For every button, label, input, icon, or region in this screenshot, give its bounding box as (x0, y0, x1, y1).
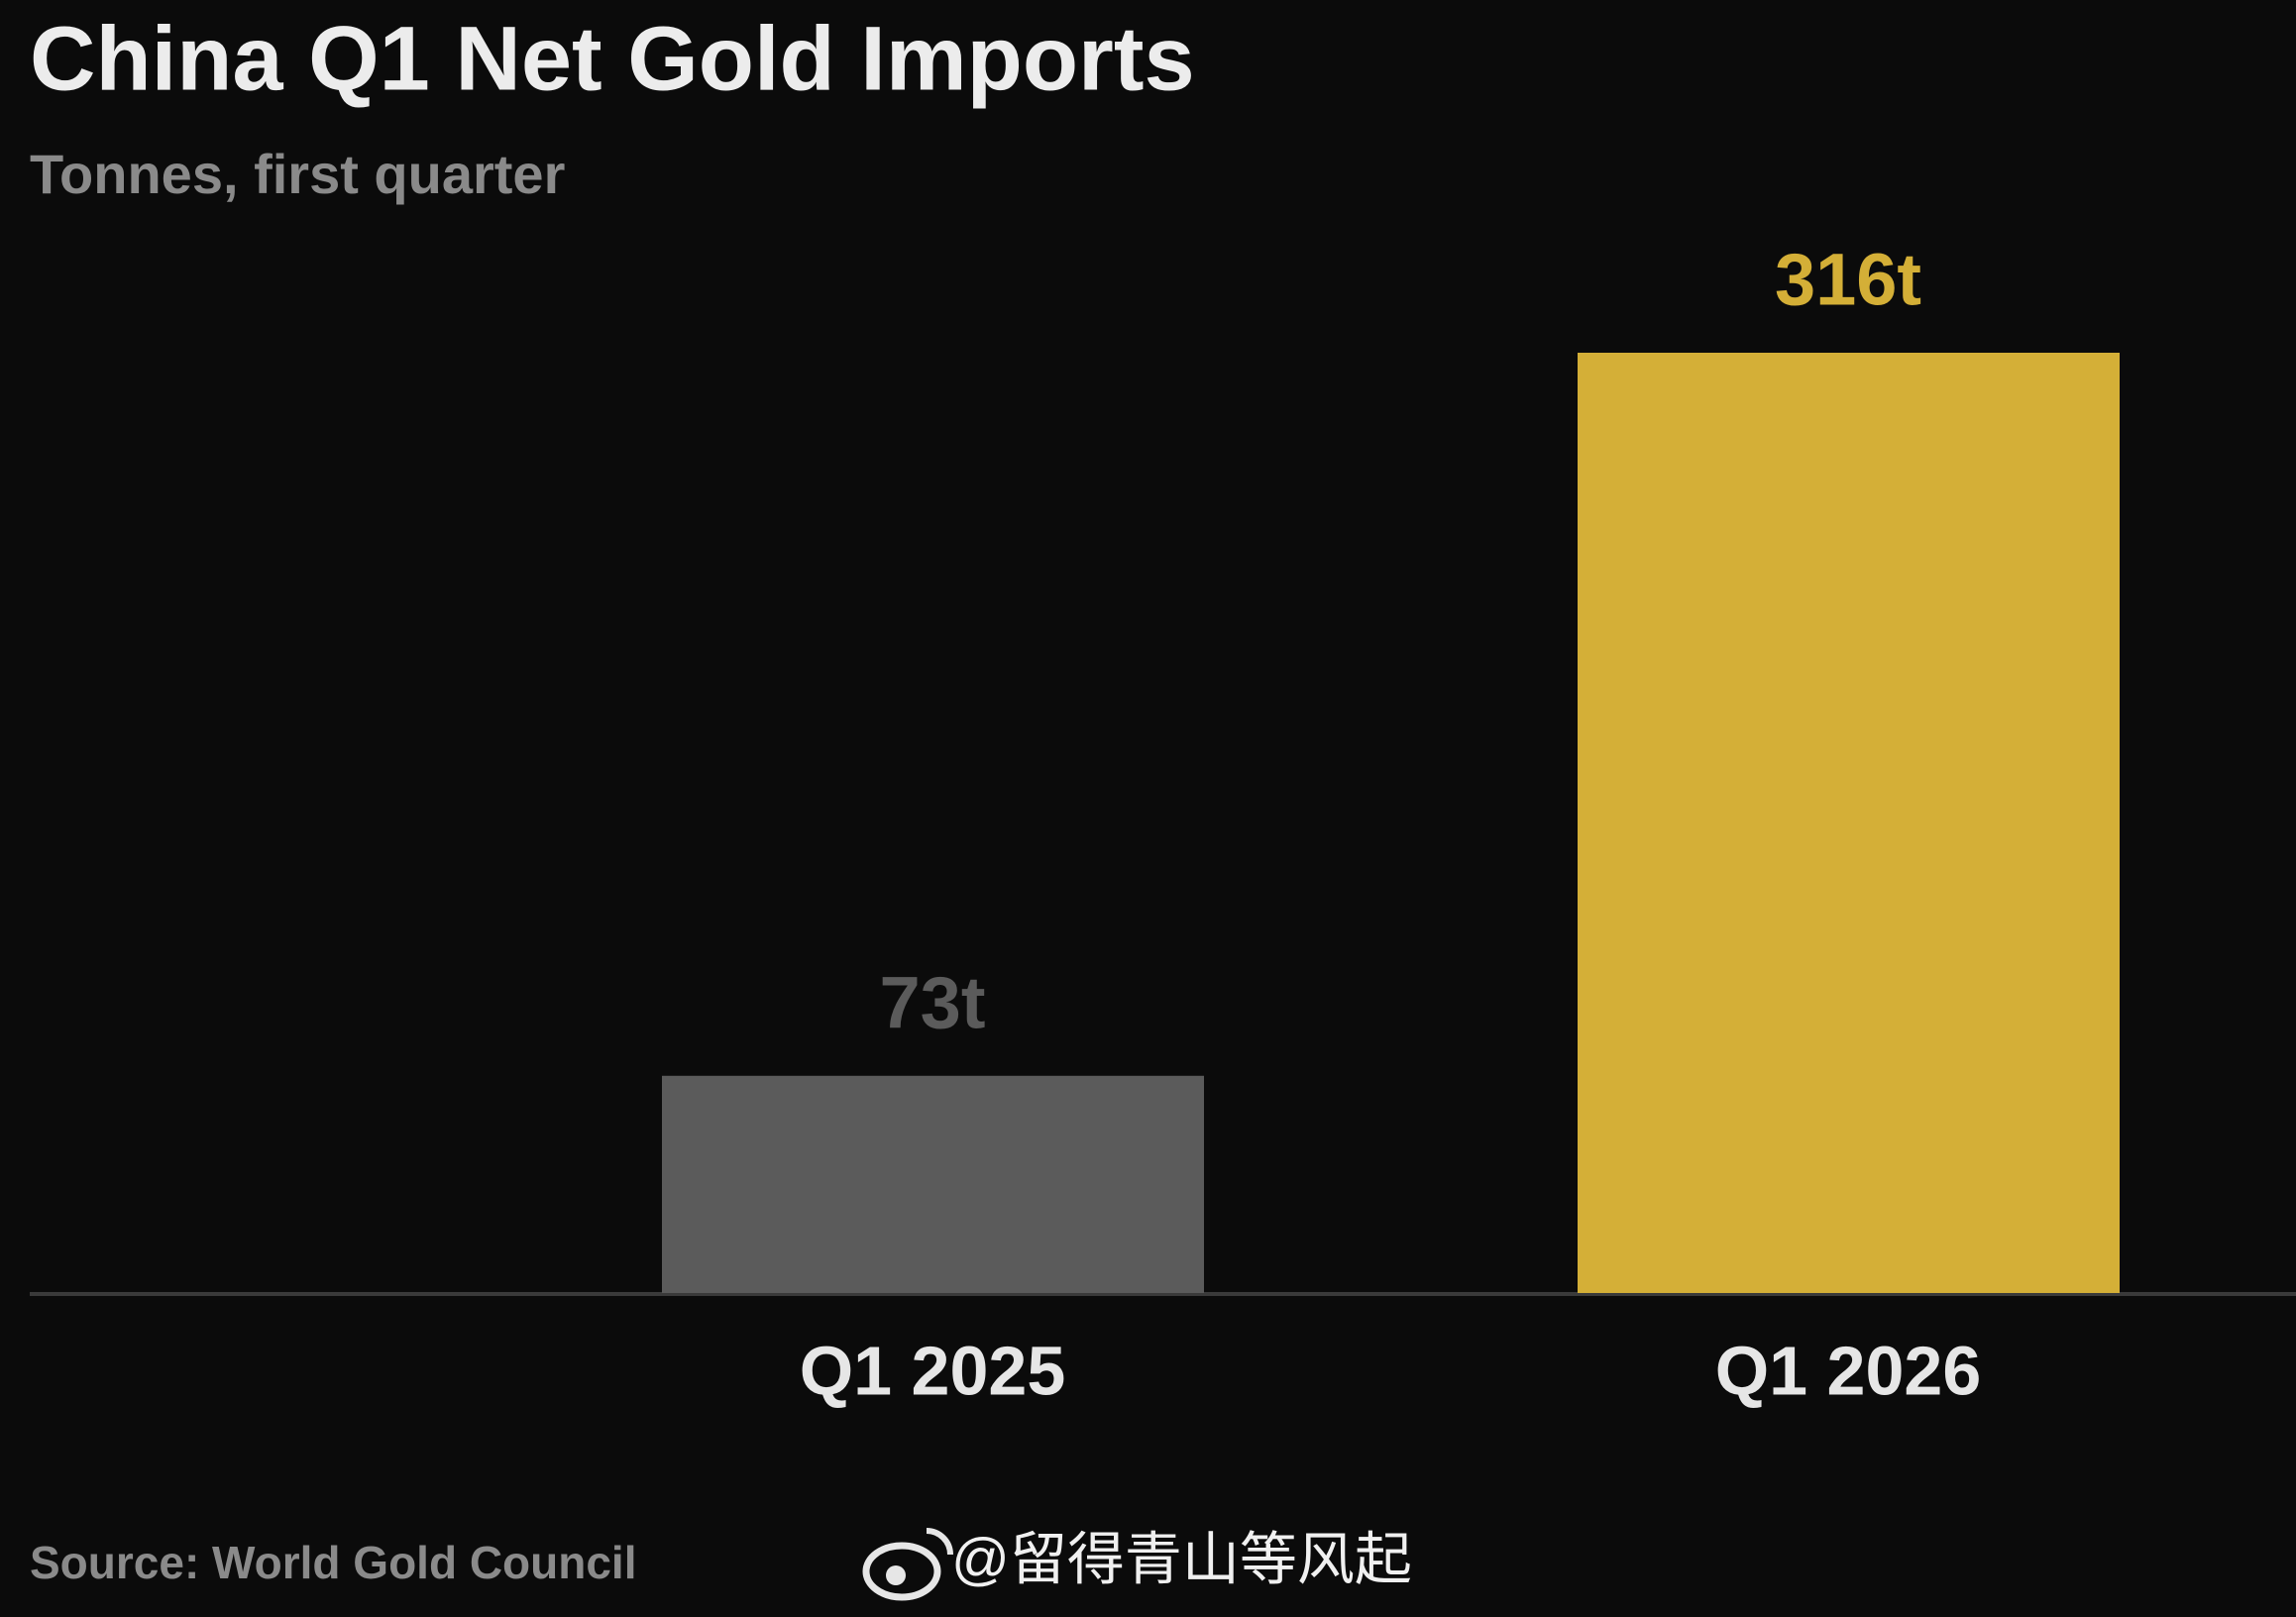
bar (662, 1075, 1204, 1293)
watermark: @留得青山等风起 (951, 1527, 1412, 1591)
value-label: 73t (880, 961, 986, 1043)
watermark-icon (862, 1528, 953, 1601)
chart-subtitle: Tonnes, first quarter (30, 143, 565, 205)
chart-title: China Q1 Net Gold Imports (30, 8, 1195, 109)
x-tick-label: Q1 2025 (800, 1332, 1066, 1409)
source-note: Source: World Gold Council (30, 1537, 637, 1588)
bar (1578, 353, 2120, 1293)
value-label: 316t (1775, 239, 1921, 321)
x-tick-label: Q1 2026 (1715, 1332, 1982, 1409)
